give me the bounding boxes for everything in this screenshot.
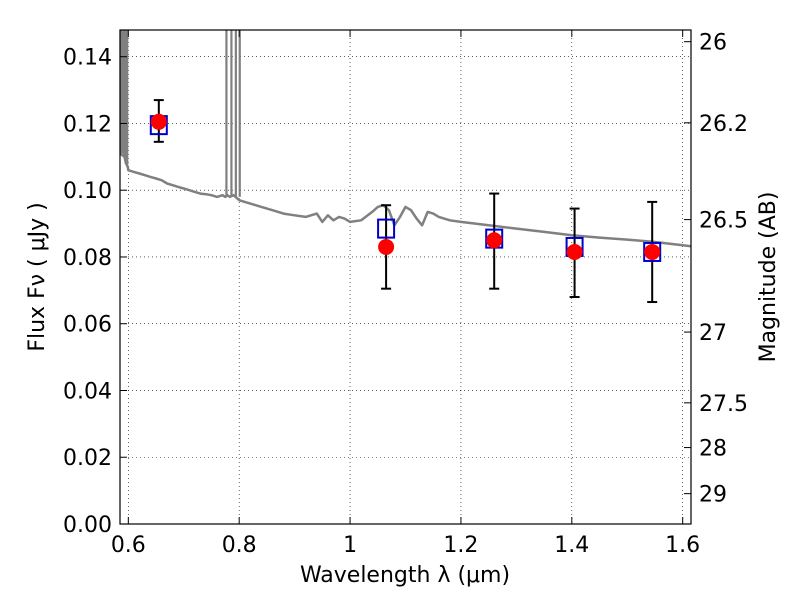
x-tick-label: 1.6 bbox=[665, 533, 700, 558]
right-tick-label: 27.5 bbox=[699, 392, 748, 417]
x-tick-label: 1 bbox=[343, 533, 357, 558]
right-axis-label: Magnitude (AB) bbox=[756, 192, 781, 363]
y-tick-label: 0.02 bbox=[63, 446, 112, 471]
right-tick-label: 28 bbox=[699, 437, 727, 462]
observed-point bbox=[566, 243, 583, 260]
x-axis-label: Wavelength λ (μm) bbox=[300, 563, 510, 588]
right-tick-label: 27 bbox=[699, 321, 727, 346]
observed-point bbox=[644, 243, 661, 260]
y-tick-label: 0.12 bbox=[63, 112, 112, 137]
y-tick-label: 0.10 bbox=[63, 179, 112, 204]
x-tick-label: 1.2 bbox=[443, 533, 478, 558]
right-tick-label: 29 bbox=[699, 483, 727, 508]
right-tick-label: 26.5 bbox=[699, 209, 748, 234]
x-tick-label: 0.8 bbox=[222, 533, 257, 558]
y-tick-label: 0.14 bbox=[63, 46, 112, 71]
y-tick-label: 0.06 bbox=[63, 313, 112, 338]
axis-ticks: 0.6 0.8 1 1.2 1.4 1.6 0.00 0.02 0.04 0.06 0.08 0.10… bbox=[63, 30, 748, 558]
y-tick-label: 0.00 bbox=[63, 513, 112, 538]
observed-point bbox=[378, 238, 395, 255]
right-tick-label: 26.2 bbox=[699, 112, 748, 137]
x-tick-label: 0.6 bbox=[111, 533, 146, 558]
y-tick-label: 0.08 bbox=[63, 246, 112, 271]
y-tick-label: 0.04 bbox=[63, 379, 112, 404]
spectrum-line bbox=[119, 152, 692, 248]
y-axis-label: Flux Fν ( μJy ) bbox=[25, 202, 50, 351]
right-tick-label: 26 bbox=[699, 31, 727, 56]
observed-points bbox=[150, 113, 661, 260]
observed-point bbox=[486, 232, 503, 249]
x-tick-label: 1.4 bbox=[554, 533, 589, 558]
model-box bbox=[377, 218, 396, 239]
plot-frame bbox=[119, 29, 692, 525]
observed-point bbox=[150, 113, 167, 130]
